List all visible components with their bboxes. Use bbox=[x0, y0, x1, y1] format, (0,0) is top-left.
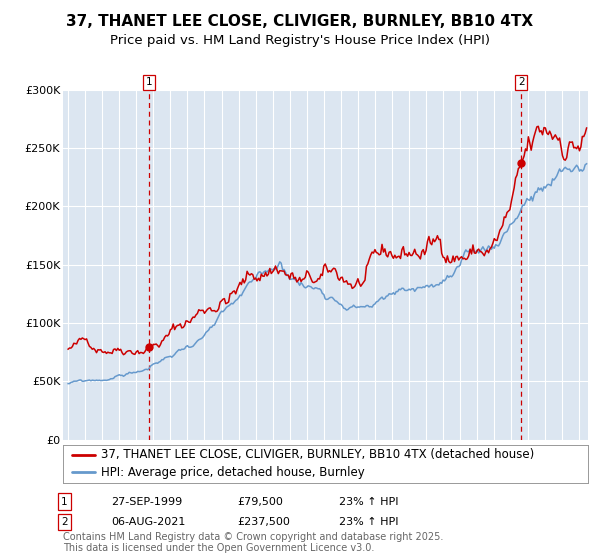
Text: 1: 1 bbox=[61, 497, 68, 507]
Text: 2: 2 bbox=[518, 77, 524, 87]
Text: £237,500: £237,500 bbox=[237, 517, 290, 527]
Text: 37, THANET LEE CLOSE, CLIVIGER, BURNLEY, BB10 4TX (detached house): 37, THANET LEE CLOSE, CLIVIGER, BURNLEY,… bbox=[101, 449, 534, 461]
Text: 23% ↑ HPI: 23% ↑ HPI bbox=[339, 517, 398, 527]
Text: 2: 2 bbox=[61, 517, 68, 527]
Text: 37, THANET LEE CLOSE, CLIVIGER, BURNLEY, BB10 4TX: 37, THANET LEE CLOSE, CLIVIGER, BURNLEY,… bbox=[67, 14, 533, 29]
Text: 06-AUG-2021: 06-AUG-2021 bbox=[111, 517, 185, 527]
Text: 23% ↑ HPI: 23% ↑ HPI bbox=[339, 497, 398, 507]
Text: £79,500: £79,500 bbox=[237, 497, 283, 507]
Text: Price paid vs. HM Land Registry's House Price Index (HPI): Price paid vs. HM Land Registry's House … bbox=[110, 34, 490, 46]
Text: 27-SEP-1999: 27-SEP-1999 bbox=[111, 497, 182, 507]
Text: Contains HM Land Registry data © Crown copyright and database right 2025.
This d: Contains HM Land Registry data © Crown c… bbox=[63, 531, 443, 553]
Text: 1: 1 bbox=[146, 77, 152, 87]
Text: HPI: Average price, detached house, Burnley: HPI: Average price, detached house, Burn… bbox=[101, 466, 365, 479]
